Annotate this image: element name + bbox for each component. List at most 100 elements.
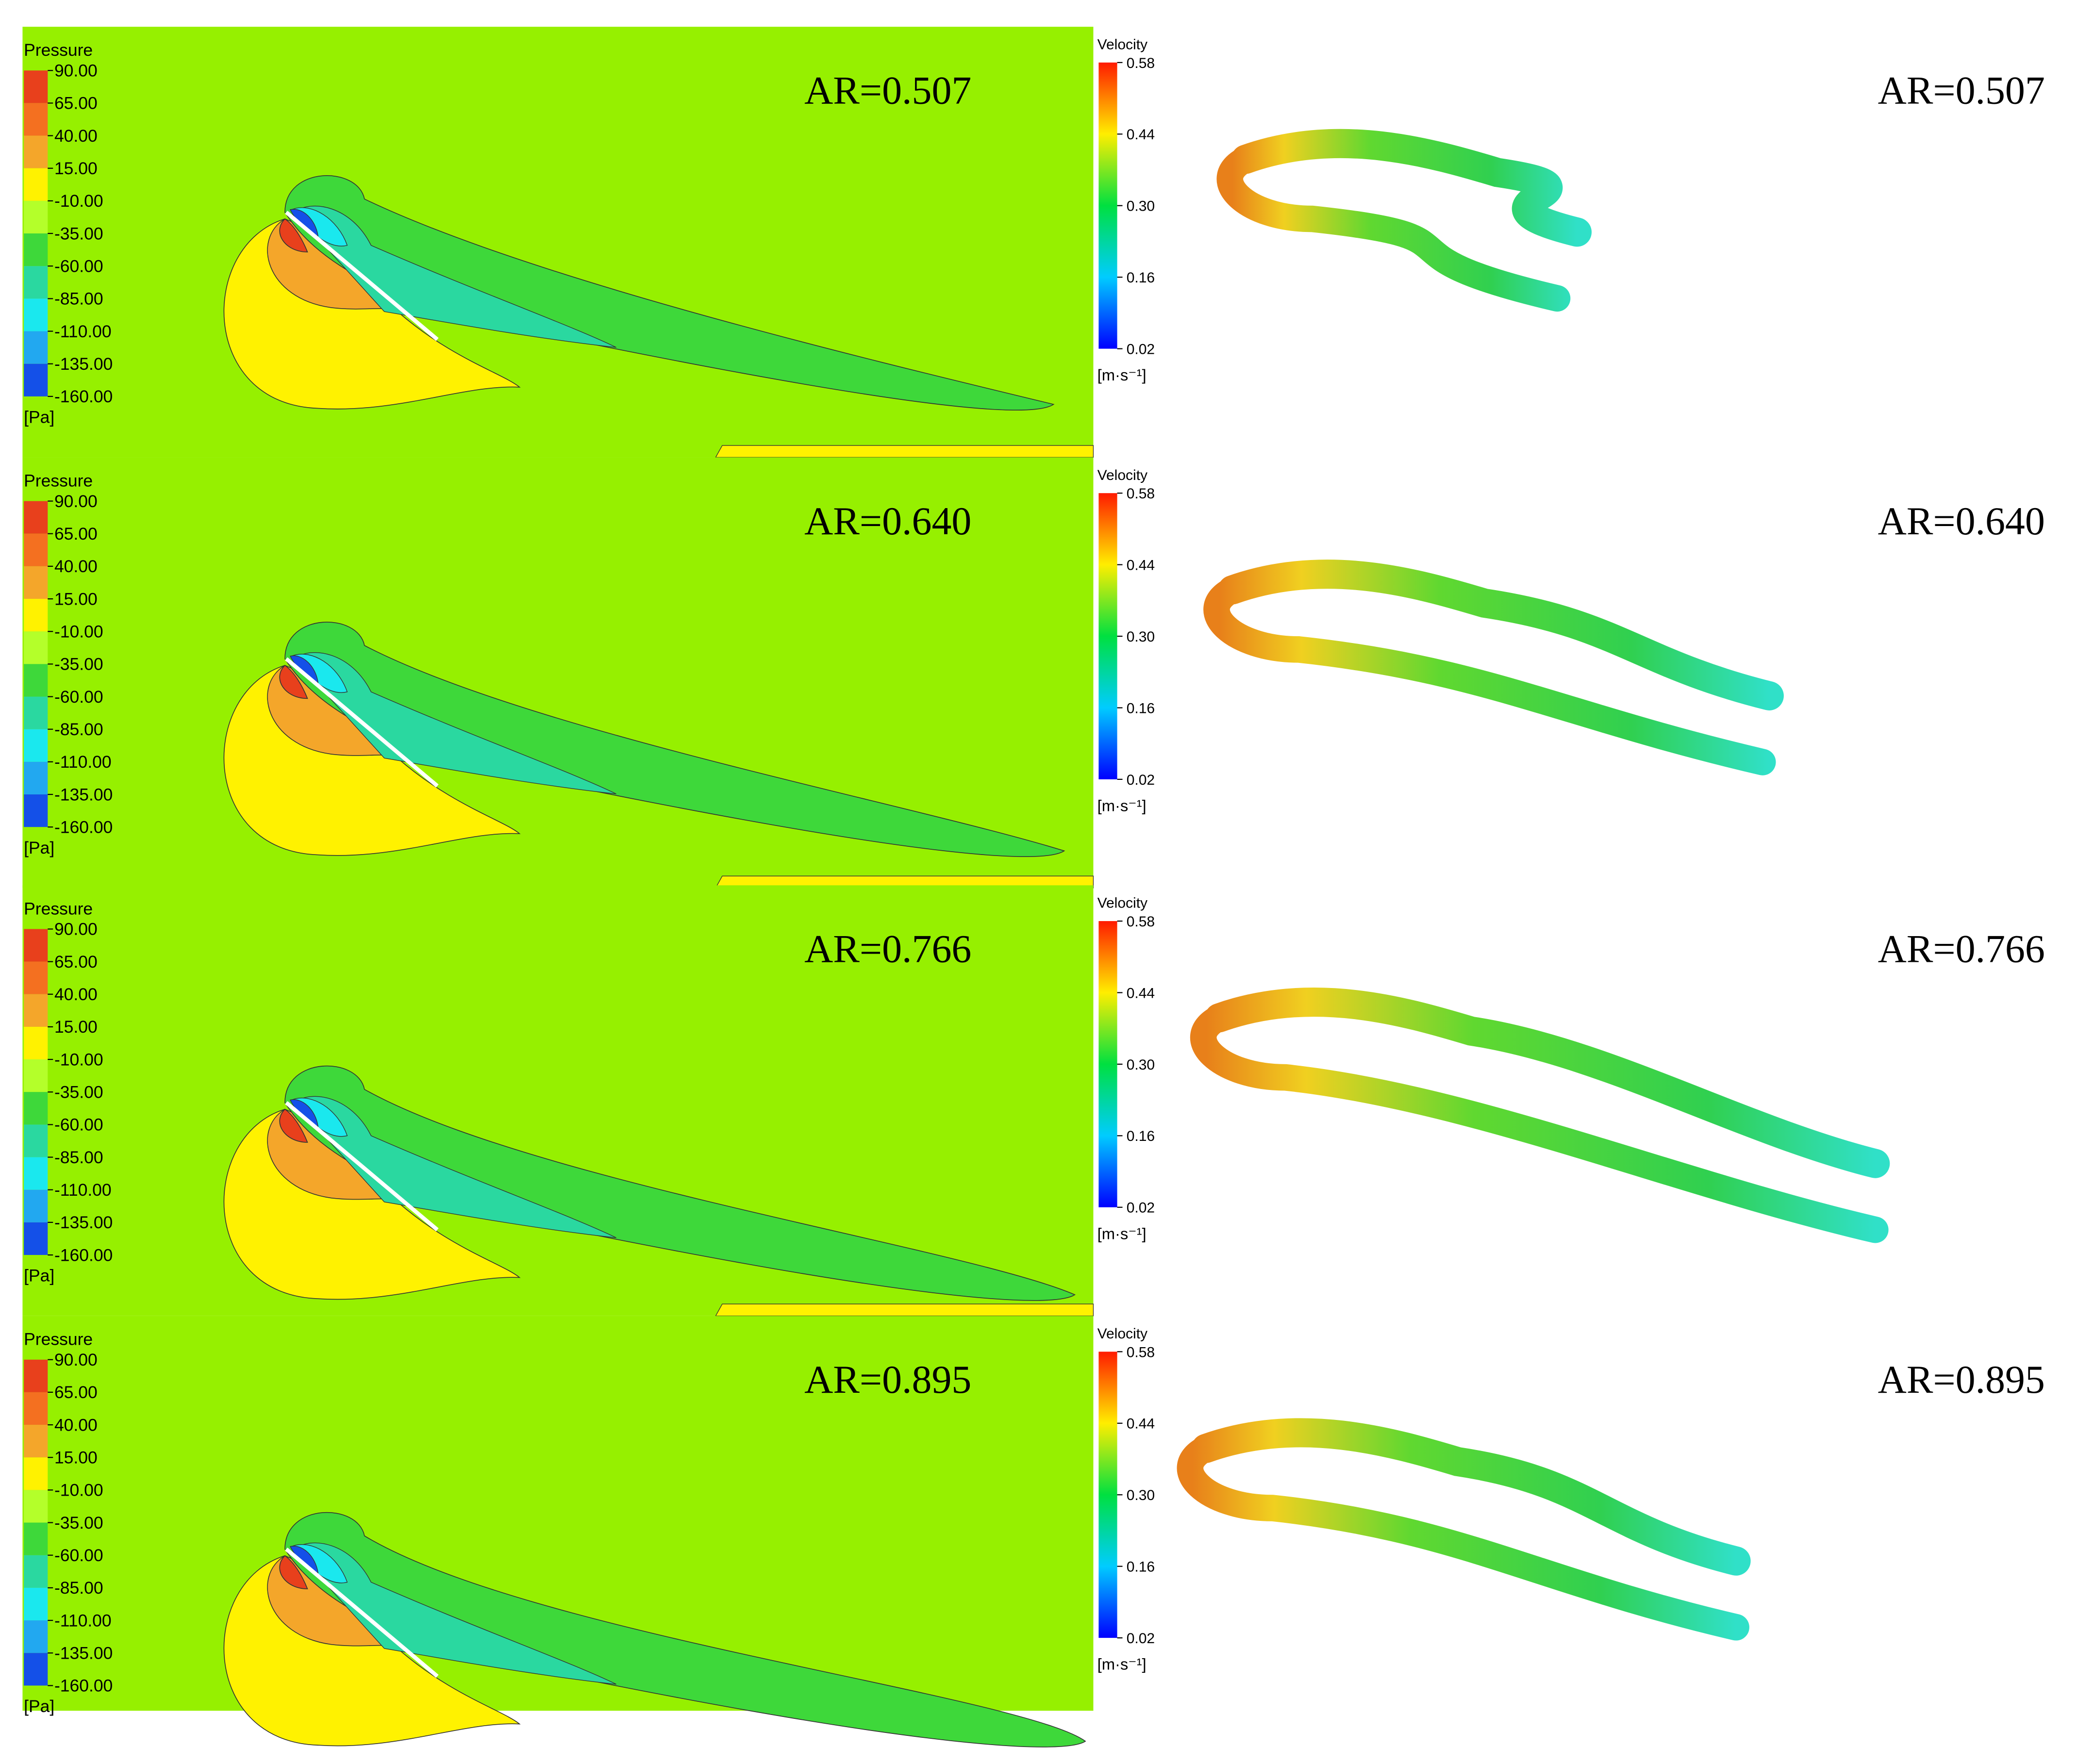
legend-label: -85.00 [54,289,103,309]
vortex-tube [1216,146,1571,312]
ar-label: AR=0.507 [804,68,971,112]
legend-colorbar [1098,921,1117,1207]
legend-label: 0.30 [1127,1487,1155,1503]
legend-swatch [24,1522,48,1555]
legend-label: -60.00 [54,1115,103,1135]
legend-title: Pressure [24,40,93,60]
legend-label: 90.00 [54,61,98,81]
legend-title: Pressure [24,471,93,491]
red-region [279,665,308,699]
legend-label: -85.00 [54,1578,103,1598]
pressure-contours [223,622,1065,857]
legend-swatch [24,1026,48,1060]
legend-title: Pressure [24,1330,93,1349]
legend-swatch [24,1222,48,1255]
legend-swatch [24,794,48,827]
legend-label: -60.00 [54,257,103,276]
legend-label: -110.00 [54,752,112,772]
legend-swatch [24,599,48,632]
legend-label: 0.44 [1127,558,1155,574]
vortex-tube [1177,1435,1749,1641]
legend-label: 0.30 [1127,198,1155,214]
legend-swatch [24,1490,48,1523]
legend-swatch [24,761,48,795]
legend-label: -85.00 [54,1148,103,1167]
legend-label: 0.02 [1127,772,1155,788]
legend-swatch [24,298,48,331]
red-region [279,1108,308,1143]
vortex-tube [1231,129,1592,247]
legend-label: -85.00 [54,720,103,739]
legend-swatch [24,1059,48,1092]
yellow-band [715,1303,1094,1317]
legend-swatch [24,1457,48,1490]
legend-swatch [24,929,48,962]
legend-label: 0.02 [1127,342,1155,358]
ar-label: AR=0.766 [1878,927,2045,971]
legend-swatch [24,233,48,266]
legend-label: -35.00 [54,655,103,674]
plate [285,1101,439,1232]
legend-swatch [24,664,48,697]
legend-swatch [24,1425,48,1458]
legend-swatch [24,1092,48,1125]
legend-swatch [24,168,48,201]
legend-label: 0.58 [1127,914,1155,930]
legend-unit: [Pa] [24,1266,54,1286]
plate [285,1548,439,1678]
legend-label: 40.00 [54,126,98,146]
panel-row: Pressure90.0065.0040.0015.00-10.00-35.00… [22,1316,2045,1748]
legend-label: 0.58 [1127,1344,1155,1360]
legend-label: 0.02 [1127,1631,1155,1647]
ar-label: AR=0.507 [1878,68,2045,112]
red-region [279,1555,308,1589]
legend-label: -135.00 [54,785,113,804]
legend-label: 65.00 [54,1383,98,1402]
legend-title: Velocity [1097,37,1147,53]
legend-colorbar [1098,62,1117,349]
legend-label: -35.00 [54,1083,103,1102]
legend-swatch [24,1124,48,1157]
legend-swatch [24,1653,48,1686]
legend-unit: [Pa] [24,407,54,427]
vortex-tube [1203,577,1776,775]
ar-label: AR=0.766 [804,927,971,971]
legend-label: 40.00 [54,985,98,1004]
legend-label: -10.00 [54,1050,103,1069]
legend-label: 0.16 [1127,1128,1155,1144]
vortex-tube [1218,560,1784,710]
legend-swatch [24,363,48,396]
legend-swatch [24,1620,48,1653]
legend-label: 40.00 [54,1415,98,1434]
legend-label: 15.00 [54,589,98,609]
legend-label: 90.00 [54,492,98,511]
legend-label: 0.16 [1127,700,1155,716]
legend-label: -160.00 [54,817,113,837]
panel-row: Pressure90.0065.0040.0015.00-10.00-35.00… [22,885,2045,1317]
legend-title: Velocity [1097,1326,1147,1342]
legend-swatch [24,631,48,664]
legend-swatch [24,70,48,103]
legend-label: 65.00 [54,524,98,544]
pressure-contours [223,175,1055,411]
legend-label: 15.00 [54,1448,98,1467]
legend-label: -10.00 [54,191,103,211]
legend-label: 40.00 [54,557,98,576]
legend-label: 65.00 [54,952,98,972]
legend-label: 15.00 [54,1017,98,1037]
legend-label: -110.00 [54,322,112,341]
pressure-field [22,885,1094,1316]
legend-unit: [m·s⁻¹] [1097,1655,1147,1673]
legend-title: Pressure [24,899,93,918]
legend-label: -10.00 [54,622,103,641]
legend-label: -160.00 [54,387,113,406]
legend-title: Velocity [1097,467,1147,483]
legend-swatch [24,696,48,729]
legend-swatch [24,331,48,364]
legend-label: -110.00 [54,1180,112,1200]
legend-label: 90.00 [54,1350,98,1369]
legend-label: -10.00 [54,1481,103,1500]
legend-swatch [24,1587,48,1621]
